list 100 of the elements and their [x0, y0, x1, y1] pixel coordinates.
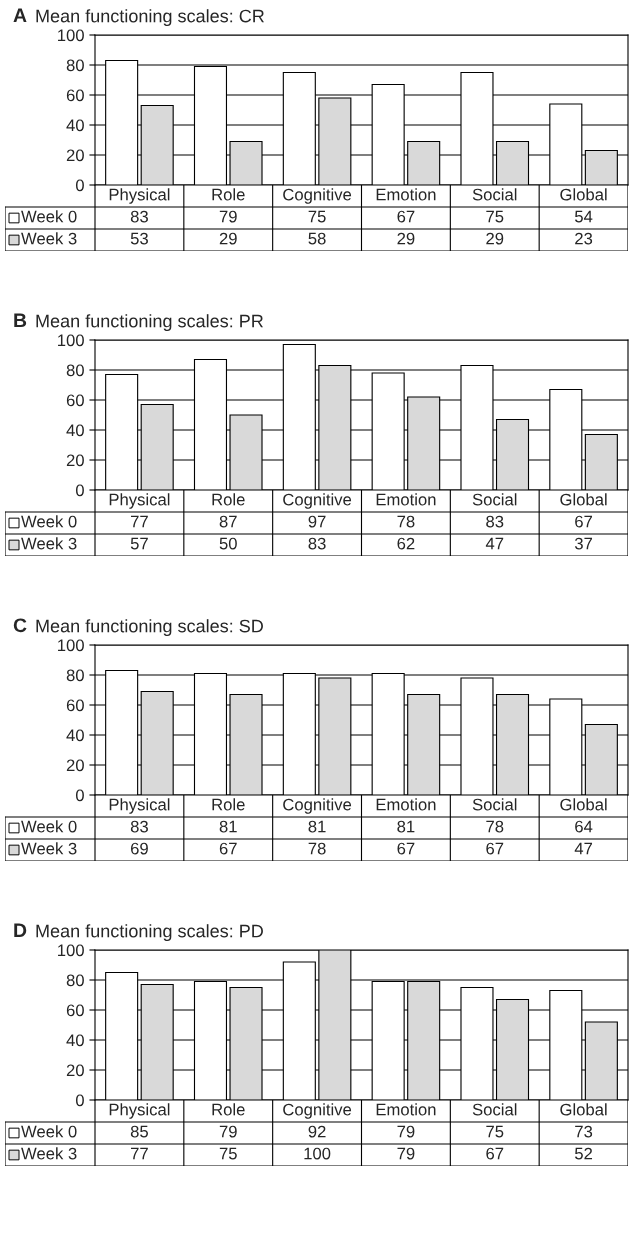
data-label: 69 — [130, 842, 148, 855]
data-label: 67 — [397, 842, 415, 855]
x-tick-label: Emotion — [376, 1103, 436, 1116]
data-label: 54 — [574, 210, 593, 223]
y-tick-label: 40 — [66, 424, 84, 437]
x-tick-label: Global — [560, 493, 607, 506]
data-label: 85 — [130, 1125, 148, 1138]
x-tick-label: Physical — [109, 188, 170, 204]
data-label: 78 — [308, 842, 326, 855]
legend-label: Week 0 — [21, 1125, 77, 1138]
data-label: 58 — [308, 232, 326, 245]
data-label: 75 — [308, 210, 326, 223]
y-tick-label: 80 — [66, 669, 84, 682]
y-tick-label: 80 — [66, 974, 84, 987]
x-tick-label: Emotion — [376, 188, 436, 201]
text: A — [13, 8, 27, 22]
data-label: 79 — [397, 1125, 415, 1138]
data-label: 50 — [219, 537, 237, 550]
legend-label: Week 0 — [21, 820, 77, 833]
chart-title: Mean functioning scales: SD — [36, 619, 263, 636]
y-tick-label: 100 — [58, 29, 84, 42]
x-tick-label: Cognitive — [283, 798, 352, 814]
x-tick-label: Global — [560, 798, 607, 811]
x-tick-label: Role — [212, 188, 245, 201]
x-tick-label: Global — [560, 188, 607, 201]
y-tick-label: 60 — [66, 394, 84, 407]
y-tick-label: 0 — [75, 484, 84, 497]
x-tick-label: Social — [472, 798, 517, 811]
chart-title: Mean functioning scales: PD — [36, 924, 263, 941]
data-label: 78 — [397, 515, 415, 528]
chart-title: Mean functioning scales: CR — [36, 9, 264, 26]
x-tick-label: Physical — [109, 798, 170, 814]
data-label: 62 — [397, 537, 415, 550]
data-label: 53 — [130, 232, 148, 245]
data-label: 47 — [574, 842, 593, 855]
data-label: 79 — [219, 210, 237, 223]
data-label: 67 — [575, 515, 593, 528]
y-tick-label: 0 — [75, 789, 84, 802]
x-tick-label: Social — [472, 188, 517, 201]
data-label: 23 — [575, 232, 593, 245]
data-label: 67 — [219, 842, 237, 855]
x-tick-label: Cognitive — [283, 188, 352, 204]
legend-label: Week 0 — [21, 515, 77, 528]
data-label: 47 — [485, 537, 504, 550]
data-label: 67 — [397, 210, 415, 223]
legend-label: Week 3 — [21, 232, 77, 245]
y-tick-label: 20 — [66, 1064, 84, 1077]
data-label: 92 — [308, 1125, 326, 1138]
x-tick-label: Role — [212, 493, 245, 506]
y-tick-label: 60 — [66, 1004, 84, 1017]
x-tick-label: Cognitive — [283, 1103, 352, 1119]
data-label: 83 — [130, 820, 148, 833]
text: C — [13, 618, 27, 633]
data-label: 81 — [397, 820, 415, 833]
legend-label: Week 3 — [21, 1147, 77, 1160]
data-label: 29 — [397, 232, 415, 245]
data-label: 87 — [219, 515, 237, 528]
y-tick-label: 100 — [58, 944, 84, 957]
y-tick-label: 100 — [58, 639, 84, 652]
data-label: 75 — [486, 210, 504, 223]
legend-label: Week 3 — [21, 842, 77, 855]
y-tick-label: 40 — [66, 119, 84, 132]
x-tick-label: Social — [472, 1103, 517, 1116]
y-tick-label: 40 — [66, 1034, 84, 1047]
y-tick-label: 20 — [66, 454, 84, 467]
y-tick-label: 20 — [66, 149, 84, 162]
x-tick-label: Role — [212, 798, 245, 811]
data-label: 77 — [131, 515, 148, 528]
data-label: 67 — [486, 842, 504, 855]
x-tick-label: Physical — [109, 1103, 170, 1119]
data-label: 29 — [486, 232, 504, 245]
data-label: 57 — [130, 537, 148, 550]
data-label: 67 — [486, 1147, 504, 1160]
x-tick-label: Role — [212, 1103, 245, 1116]
data-label: 64 — [575, 820, 593, 833]
data-label: 29 — [219, 232, 237, 245]
data-label: 52 — [574, 1147, 593, 1160]
data-label: 83 — [486, 515, 504, 528]
text: B — [14, 313, 27, 327]
y-tick-label: 0 — [75, 179, 84, 192]
y-tick-label: 80 — [66, 364, 84, 377]
data-label: 97 — [308, 515, 326, 528]
data-label: 37 — [574, 537, 593, 550]
x-tick-label: Social — [472, 493, 517, 506]
data-label: 81 — [308, 820, 326, 833]
data-label: 75 — [486, 1125, 504, 1138]
y-tick-label: 100 — [58, 334, 84, 347]
data-label: 79 — [397, 1147, 415, 1160]
data-label: 75 — [219, 1147, 237, 1160]
data-label: 81 — [219, 820, 237, 833]
data-label: 73 — [575, 1125, 593, 1138]
legend-label: Week 3 — [21, 537, 77, 550]
y-tick-label: 80 — [66, 59, 84, 72]
y-tick-label: 60 — [66, 89, 84, 102]
data-label: 78 — [486, 820, 504, 833]
x-tick-label: Global — [560, 1103, 607, 1116]
y-tick-label: 20 — [66, 759, 84, 772]
y-tick-label: 60 — [66, 699, 84, 712]
chart-title: Mean functioning scales: PR — [36, 314, 263, 331]
y-tick-label: 40 — [66, 729, 84, 742]
